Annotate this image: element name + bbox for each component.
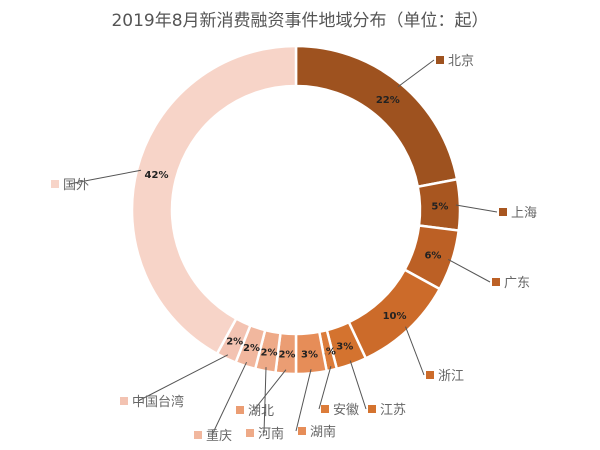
category-label-1: 上海 <box>511 206 537 221</box>
leader-line-4 <box>349 360 367 410</box>
legend-marker-8 <box>246 429 254 437</box>
leader-line-7 <box>253 369 287 411</box>
data-label-11: 42% <box>145 170 169 181</box>
legend-marker-0 <box>436 56 444 64</box>
legend-marker-3 <box>426 371 434 379</box>
category-label-6: 湖南 <box>310 424 336 440</box>
category-label-5: 安徽 <box>333 403 359 418</box>
category-label-7: 湖北 <box>248 404 274 419</box>
category-label-4: 江苏 <box>380 402 406 418</box>
leader-line-10 <box>137 354 229 402</box>
data-label-10: 2% <box>226 336 243 347</box>
legend-marker-4 <box>368 405 376 413</box>
legend-marker-9 <box>194 431 202 439</box>
data-label-5: 1% <box>319 347 336 358</box>
data-label-4: 3% <box>336 341 353 352</box>
leader-line-0 <box>397 59 435 88</box>
legend-marker-6 <box>298 427 306 435</box>
slice-11 <box>130 44 298 356</box>
category-label-10: 中国台湾 <box>132 394 184 410</box>
category-label-11: 国外 <box>63 178 89 193</box>
category-label-0: 北京 <box>448 54 474 69</box>
data-label-8: 2% <box>261 347 278 358</box>
data-label-1: 5% <box>431 201 448 212</box>
data-label-6: 3% <box>301 349 318 360</box>
legend-marker-7 <box>236 406 244 414</box>
data-label-2: 6% <box>424 250 441 261</box>
leader-line-6 <box>295 369 312 432</box>
slice-0 <box>294 44 459 189</box>
leader-line-9 <box>211 361 248 436</box>
legend-marker-10 <box>120 397 128 405</box>
data-label-3: 10% <box>383 311 407 322</box>
category-label-2: 广东 <box>504 276 530 291</box>
data-label-7: 2% <box>278 350 295 361</box>
category-label-9: 重庆 <box>206 428 232 444</box>
legend-marker-11 <box>51 180 59 188</box>
legend-marker-5 <box>321 405 329 413</box>
leader-line-11 <box>68 169 142 185</box>
leader-line-3 <box>405 326 425 376</box>
category-label-3: 浙江 <box>438 369 464 384</box>
chart-title: 2019年8月新消费融资事件地域分布（单位：起） <box>111 11 489 31</box>
legend-marker-2 <box>492 278 500 286</box>
legend-marker-1 <box>499 208 507 216</box>
leader-line-8 <box>263 367 267 434</box>
data-label-9: 2% <box>243 343 260 354</box>
leader-line-5 <box>318 366 332 410</box>
data-label-0: 22% <box>376 95 400 106</box>
leader-line-1 <box>455 204 498 213</box>
category-label-8: 河南 <box>258 426 284 442</box>
leader-line-2 <box>447 259 491 283</box>
